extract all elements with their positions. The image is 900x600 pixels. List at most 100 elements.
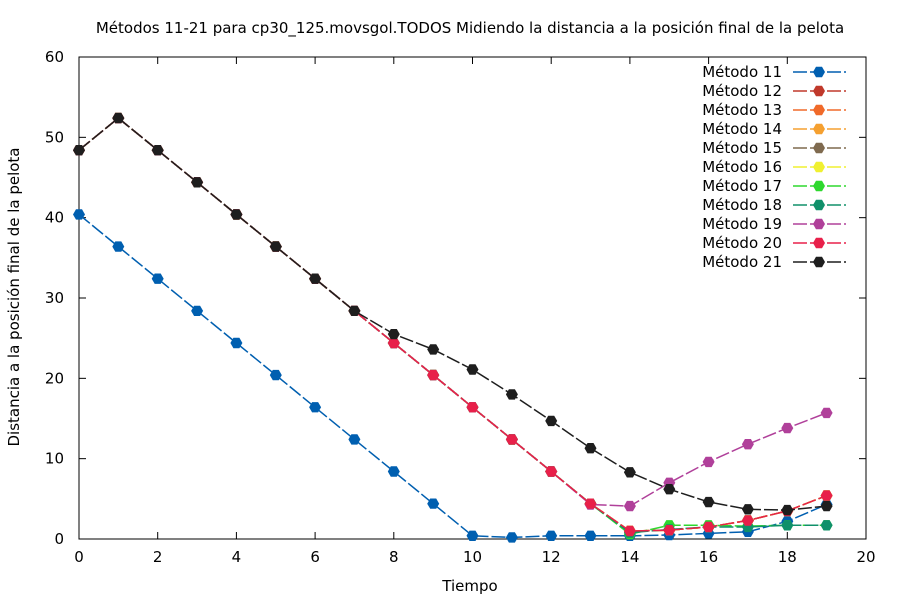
- data-point: [781, 520, 794, 531]
- legend-marker: [813, 85, 825, 97]
- legend-label: Método 20: [702, 234, 782, 252]
- data-point: [466, 402, 479, 413]
- x-tick-label: 6: [310, 548, 320, 566]
- legend-entry: Método 20: [702, 234, 846, 252]
- legend-label: Método 13: [702, 101, 782, 119]
- data-point: [309, 273, 322, 284]
- data-point: [820, 490, 833, 501]
- legend-marker: [813, 199, 825, 211]
- data-point: [702, 496, 715, 508]
- data-point: [505, 434, 518, 445]
- legend-label: Método 18: [702, 196, 782, 214]
- x-tick-label: 4: [232, 548, 242, 566]
- data-point: [545, 415, 558, 427]
- legend-marker: [813, 104, 825, 116]
- x-tick-label: 18: [778, 548, 797, 566]
- x-tick-label: 8: [389, 548, 399, 566]
- series-path: [78, 213, 827, 539]
- y-tick-label: 60: [45, 48, 64, 66]
- data-point: [309, 402, 322, 413]
- data-point: [702, 521, 715, 533]
- legend-entry: Método 19: [702, 215, 846, 233]
- legend-label: Método 21: [702, 253, 782, 271]
- legend-marker: [813, 123, 825, 135]
- legend-label: Método 16: [702, 158, 782, 176]
- legend-label: Método 12: [702, 82, 782, 100]
- x-tick-label: 12: [542, 548, 561, 566]
- data-point: [191, 305, 204, 316]
- data-point: [269, 369, 282, 381]
- x-tick-label: 0: [74, 548, 84, 566]
- data-point: [623, 467, 636, 478]
- data-point: [387, 329, 400, 340]
- legend-label: Método 15: [702, 139, 782, 157]
- legend-entry: Método 14: [702, 120, 846, 138]
- data-point: [348, 305, 361, 316]
- data-point: [545, 466, 558, 477]
- legend-entry: Método 17: [702, 177, 846, 195]
- data-point: [584, 530, 597, 541]
- data-point: [151, 145, 164, 156]
- data-point: [73, 145, 85, 156]
- data-point: [427, 344, 440, 355]
- data-point: [741, 515, 754, 526]
- legend-label: Método 14: [702, 120, 782, 138]
- x-tick-label: 14: [620, 548, 639, 566]
- data-point: [112, 112, 125, 124]
- legend-marker: [813, 218, 825, 230]
- x-tick-label: 10: [463, 548, 482, 566]
- data-point: [663, 525, 676, 536]
- y-tick-label: 50: [45, 128, 64, 146]
- data-point: [427, 498, 440, 509]
- data-point: [702, 456, 715, 468]
- data-point: [584, 498, 597, 509]
- legend-label: Método 11: [702, 63, 782, 81]
- legend-entry: Método 12: [702, 82, 846, 100]
- legend-entry: Método 21: [702, 253, 846, 271]
- x-tick-label: 2: [153, 548, 163, 566]
- legend-entry: Método 13: [702, 101, 846, 119]
- legend-entry: Método 18: [702, 196, 846, 214]
- y-tick-label: 40: [45, 209, 64, 227]
- y-tick-label: 30: [45, 289, 64, 307]
- data-point: [73, 209, 85, 220]
- legend-entry: Método 11: [702, 63, 846, 81]
- data-point: [191, 177, 204, 188]
- data-point: [663, 484, 676, 495]
- data-point: [820, 407, 833, 419]
- x-tick-label: 20: [856, 548, 875, 566]
- legend-marker: [813, 142, 825, 154]
- data-point: [820, 500, 833, 512]
- data-point: [623, 500, 636, 512]
- x-tick-label: 16: [699, 548, 718, 566]
- data-point: [545, 530, 558, 541]
- data-point: [741, 504, 754, 515]
- data-point: [741, 439, 754, 450]
- data-point: [466, 364, 479, 375]
- legend-label: Método 17: [702, 177, 782, 195]
- data-point: [505, 389, 518, 400]
- data-point: [623, 525, 636, 537]
- y-tick-label: 20: [45, 369, 64, 387]
- data-point: [427, 369, 440, 381]
- legend-entry: Método 15: [702, 139, 846, 157]
- data-point: [781, 504, 794, 516]
- legend-entry: Método 16: [702, 158, 846, 176]
- y-axis-label: Distancia a la posición final de la pelo…: [5, 147, 23, 446]
- data-point: [151, 273, 164, 284]
- data-point: [348, 434, 361, 445]
- data-point: [466, 530, 479, 541]
- data-point: [230, 209, 243, 220]
- legend-marker: [813, 66, 825, 78]
- series-line-21: [73, 112, 833, 516]
- legend-marker: [813, 161, 825, 173]
- y-tick-label: 10: [45, 450, 64, 468]
- data-point: [820, 520, 833, 531]
- data-point: [387, 466, 400, 477]
- chart-title: Métodos 11-21 para cp30_125.movsgol.TODO…: [96, 19, 844, 38]
- data-point: [387, 337, 400, 349]
- data-point: [781, 422, 794, 434]
- series-layer: [73, 112, 833, 543]
- data-point: [112, 241, 125, 252]
